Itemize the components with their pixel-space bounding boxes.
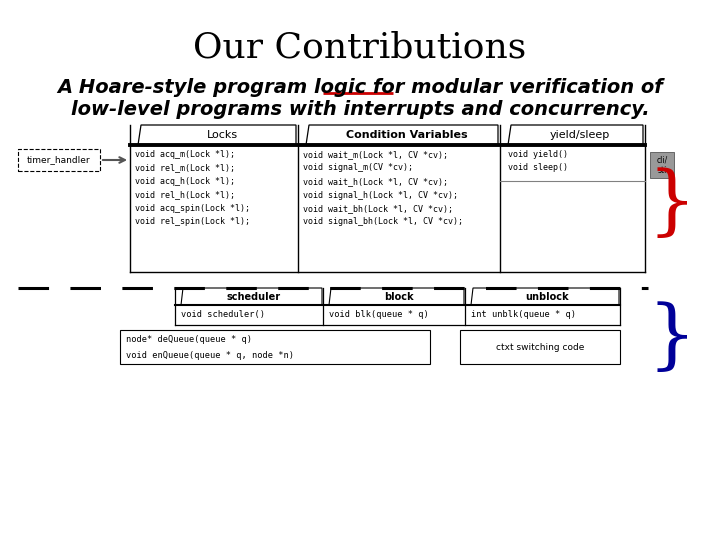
Text: void blk(queue * q): void blk(queue * q) xyxy=(329,310,428,319)
Text: void rel_spin(Lock *l);: void rel_spin(Lock *l); xyxy=(135,218,250,226)
Text: int unblk(queue * q): int unblk(queue * q) xyxy=(471,310,576,319)
Text: low-level programs with interrupts and concurrency.: low-level programs with interrupts and c… xyxy=(71,100,649,119)
Text: void wait_m(Lock *l, CV *cv);: void wait_m(Lock *l, CV *cv); xyxy=(303,150,448,159)
Text: void wait_h(Lock *l, CV *cv);: void wait_h(Lock *l, CV *cv); xyxy=(303,177,448,186)
Text: Locks: Locks xyxy=(207,130,238,140)
Text: void signal_bh(Lock *l, CV *cv);: void signal_bh(Lock *l, CV *cv); xyxy=(303,218,463,226)
Text: yield/sleep: yield/sleep xyxy=(549,130,610,140)
Text: node* deQueue(queue * q): node* deQueue(queue * q) xyxy=(126,335,252,344)
Text: void acq_m(Lock *l);: void acq_m(Lock *l); xyxy=(135,150,235,159)
Text: timer_handler: timer_handler xyxy=(27,156,91,165)
Text: void acq_h(Lock *l);: void acq_h(Lock *l); xyxy=(135,177,235,186)
Text: }: } xyxy=(648,300,696,375)
Text: void acq_spin(Lock *l);: void acq_spin(Lock *l); xyxy=(135,204,250,213)
Text: void signal_m(CV *cv);: void signal_m(CV *cv); xyxy=(303,164,413,172)
Text: Our Contributions: Our Contributions xyxy=(194,30,526,64)
Text: void rel_m(Lock *l);: void rel_m(Lock *l); xyxy=(135,164,235,172)
Text: cli/
sti: cli/ sti xyxy=(657,155,667,176)
Text: ctxt switching code: ctxt switching code xyxy=(496,342,584,352)
Bar xyxy=(120,330,430,364)
Text: block: block xyxy=(384,292,414,301)
Text: void scheduler(): void scheduler() xyxy=(181,310,265,319)
Text: void wait_bh(Lock *l, CV *cv);: void wait_bh(Lock *l, CV *cv); xyxy=(303,204,453,213)
Text: }: } xyxy=(648,167,696,241)
Text: Condition Variables: Condition Variables xyxy=(346,130,468,140)
Text: void sleep(): void sleep() xyxy=(508,164,568,172)
Text: scheduler: scheduler xyxy=(227,292,281,301)
Text: void yield(): void yield() xyxy=(508,150,568,159)
Bar xyxy=(460,330,620,364)
Bar xyxy=(18,149,100,171)
Text: A Hoare-style program logic for modular verification of: A Hoare-style program logic for modular … xyxy=(57,78,663,97)
Text: void enQueue(queue * q, node *n): void enQueue(queue * q, node *n) xyxy=(126,351,294,360)
Text: void signal_h(Lock *l, CV *cv);: void signal_h(Lock *l, CV *cv); xyxy=(303,191,458,199)
Text: unblock: unblock xyxy=(526,292,570,301)
Text: void rel_h(Lock *l);: void rel_h(Lock *l); xyxy=(135,191,235,199)
Bar xyxy=(650,152,674,178)
